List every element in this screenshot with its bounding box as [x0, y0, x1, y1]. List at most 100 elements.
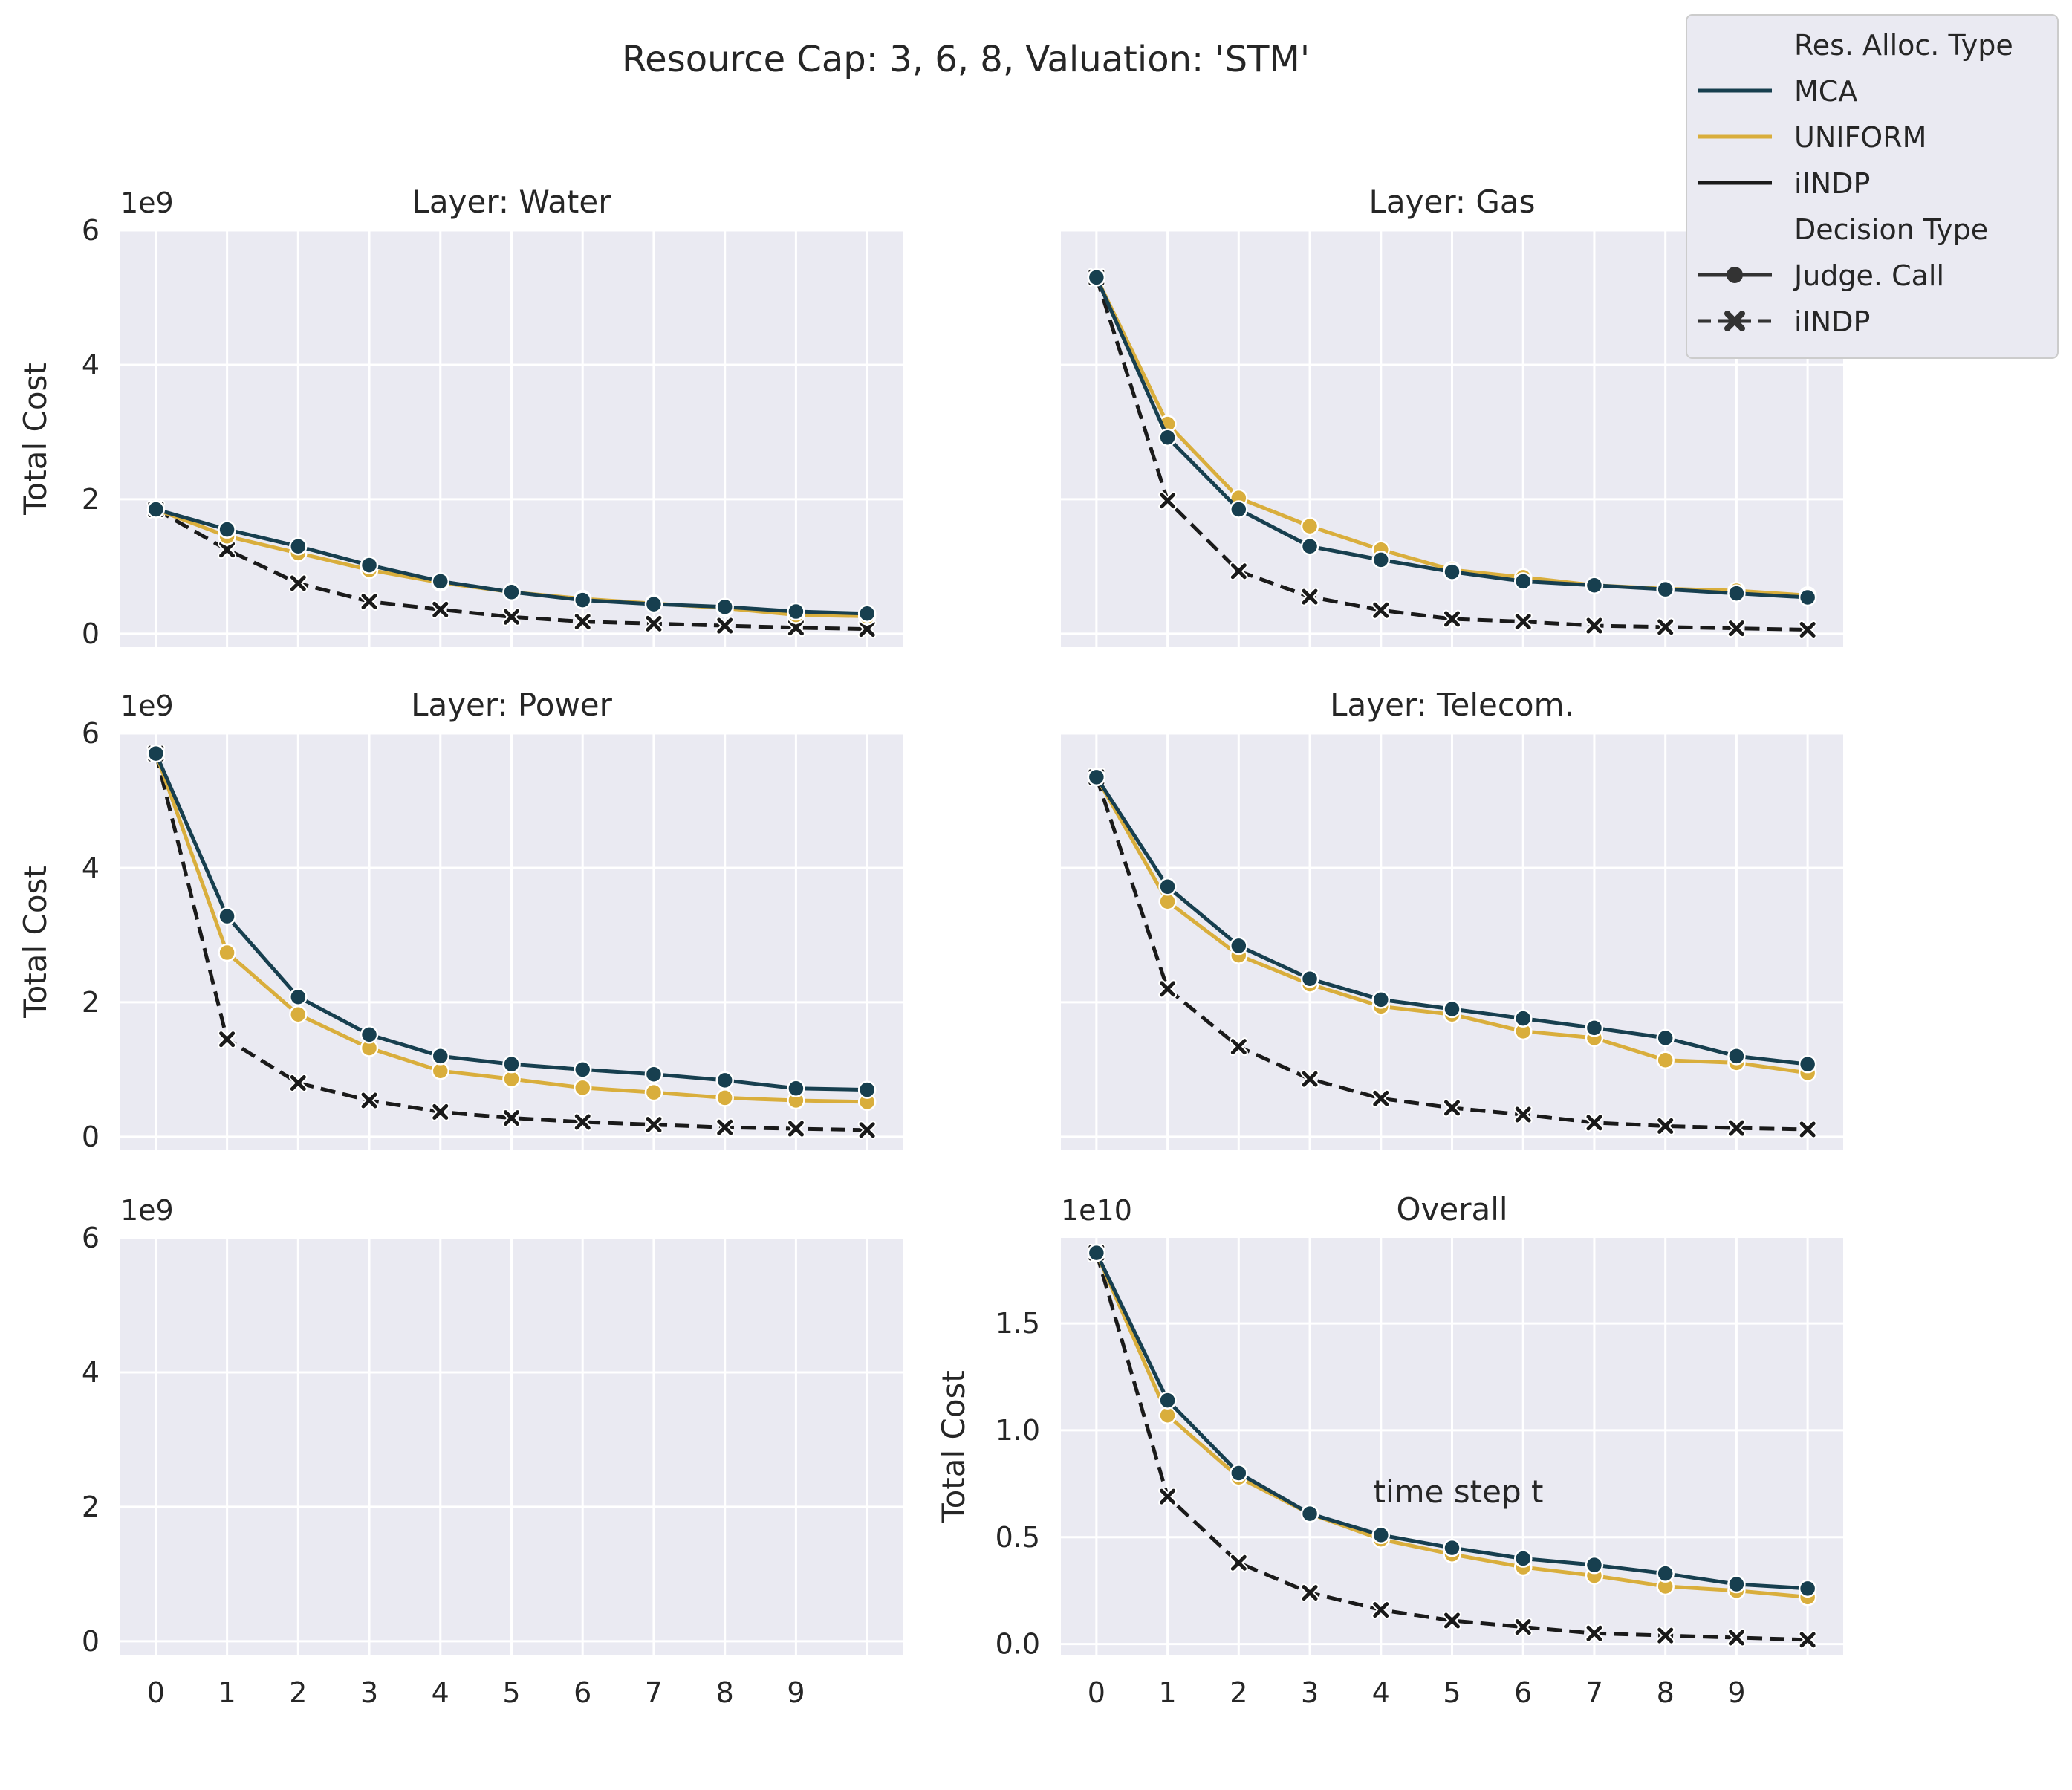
data-point-mca [1443, 1538, 1461, 1557]
data-point-mca [715, 1071, 734, 1090]
data-point-mca [1513, 1009, 1533, 1028]
data-point-iindp-x [1799, 1632, 1816, 1648]
data-point-mca [787, 602, 805, 621]
series-line-iindp [154, 753, 868, 1132]
data-point-iindp-x [1302, 588, 1318, 605]
figure-xlabel: time step t [1374, 1473, 1544, 1510]
data-point-mca [1798, 1579, 1817, 1598]
data-point-iindp-x [1230, 563, 1247, 580]
panel-title: Layer: Telecom. [1330, 687, 1574, 723]
y-tick-label: 6 [82, 214, 100, 247]
y-axis-label: Total Cost [17, 363, 53, 516]
x-tick-label: 7 [1585, 1676, 1603, 1709]
data-point-mca [1513, 572, 1533, 591]
data-point-iindp-x [1586, 617, 1602, 634]
panel-2: Layer: Gas [1061, 184, 1843, 647]
data-point-mca [1230, 1464, 1248, 1482]
data-point-iindp-x [1728, 1120, 1744, 1136]
data-point-mca [1300, 1504, 1319, 1523]
x-tick-label: 4 [432, 1676, 449, 1709]
data-point-iindp-x [787, 1121, 804, 1137]
data-point-iindp-x [1373, 1602, 1389, 1618]
data-point-iindp-x [1160, 981, 1176, 997]
legend-header-res-alloc: Res. Alloc. Type [1794, 29, 2013, 62]
data-point-iindp-x [787, 620, 804, 636]
data-point-iindp-x [1160, 1488, 1176, 1505]
data-point-mca [857, 1080, 877, 1099]
y-tick-label: 4 [82, 852, 100, 884]
data-point-mca [1656, 1564, 1675, 1583]
legend-marker-circle-icon [1727, 267, 1743, 283]
data-point-mca [787, 1079, 805, 1098]
data-point-iindp-x [432, 601, 449, 617]
data-point-uniform [1300, 516, 1319, 536]
data-point-mca [573, 1060, 592, 1079]
data-point-mca [1727, 1047, 1746, 1066]
data-point-uniform [218, 943, 236, 962]
panels: 0 2 4 6 Layer: Water 1e9 Total Cost Layer: Gas 0… [17, 184, 1843, 1709]
data-point-uniform [1158, 1406, 1177, 1425]
data-point-iindp-x [1373, 1090, 1389, 1106]
legend-label-iindp-decision: iINDP [1794, 305, 1870, 338]
data-point-mca [1158, 878, 1177, 896]
data-point-uniform [1656, 1051, 1675, 1070]
data-point-iindp-x [1799, 1121, 1816, 1138]
data-point-mca [715, 597, 734, 616]
data-point-mca [1513, 1549, 1533, 1568]
data-point-mca [1727, 584, 1746, 603]
data-point-mca [360, 1025, 379, 1044]
y-tick-label: 0 [82, 1121, 100, 1153]
panel-title: Layer: Gas [1368, 184, 1535, 220]
x-tick-label: 2 [1230, 1676, 1247, 1709]
data-point-iindp-x [1444, 1612, 1460, 1629]
data-point-iindp-x [574, 1114, 591, 1130]
data-point-iindp-x [1515, 614, 1531, 630]
data-point-mca [857, 604, 877, 623]
data-point-mca [1371, 551, 1391, 569]
figure-title: Resource Cap: 3, 6, 8, Valuation: 'STM' [622, 39, 1310, 80]
y-tick-label: 1.5 [996, 1307, 1040, 1340]
data-point-iindp-x [290, 575, 306, 591]
y-tick-label: 2 [82, 483, 100, 516]
data-point-iindp-x [717, 1119, 733, 1135]
x-tick-label: 9 [1727, 1676, 1745, 1709]
y-tick-label: 0 [82, 617, 100, 650]
offset-text: 1e9 [120, 690, 174, 722]
panel-title: Overall [1396, 1191, 1507, 1228]
x-tick-label: 6 [1514, 1676, 1532, 1709]
data-point-iindp-x [1657, 1118, 1674, 1134]
data-point-mca [1585, 576, 1604, 595]
data-point-mca [289, 988, 308, 1006]
legend-marker-x-icon [1724, 311, 1745, 331]
data-point-iindp-x [504, 609, 519, 625]
data-point-iindp-x [1444, 1100, 1460, 1116]
x-tick-label: 5 [1443, 1676, 1461, 1709]
legend-label-uniform: UNIFORM [1794, 121, 1926, 154]
data-point-mca [1087, 768, 1106, 787]
data-point-iindp-x [361, 1092, 377, 1109]
data-point-mca [1230, 936, 1248, 956]
data-point-iindp-x [1657, 1627, 1674, 1644]
panel-3: 0 2 4 6 Layer: Power 1e9 Total Cost [17, 687, 903, 1153]
data-point-iindp-x [646, 615, 662, 632]
y-tick-label: 2 [82, 986, 100, 1019]
data-point-iindp-x [574, 614, 591, 630]
offset-text: 1e9 [120, 1194, 174, 1227]
panel-6: 0.0 0.5 1.0 1.5 0 1 2 3 4 5 6 7 8 9 Overall 1e10 Total C… [935, 1191, 1843, 1709]
data-point-mca [360, 556, 379, 574]
offset-text: 1e10 [1061, 1194, 1132, 1227]
data-point-iindp-x [717, 617, 733, 634]
data-point-mca [1585, 1555, 1604, 1575]
data-point-iindp-x [1728, 620, 1744, 637]
data-point-mca [146, 744, 166, 763]
data-point-mca [502, 1054, 521, 1074]
series-line-iindp [1094, 1252, 1808, 1642]
data-point-iindp-x [504, 1110, 519, 1126]
data-point-mca [1443, 562, 1461, 581]
data-point-mca [644, 1065, 663, 1084]
x-tick-label: 0 [1088, 1676, 1105, 1709]
x-tick-label: 8 [1657, 1676, 1675, 1709]
y-tick-label: 4 [82, 348, 100, 381]
panel-4: Layer: Telecom. [1061, 687, 1843, 1150]
data-point-mca [1371, 990, 1391, 1009]
